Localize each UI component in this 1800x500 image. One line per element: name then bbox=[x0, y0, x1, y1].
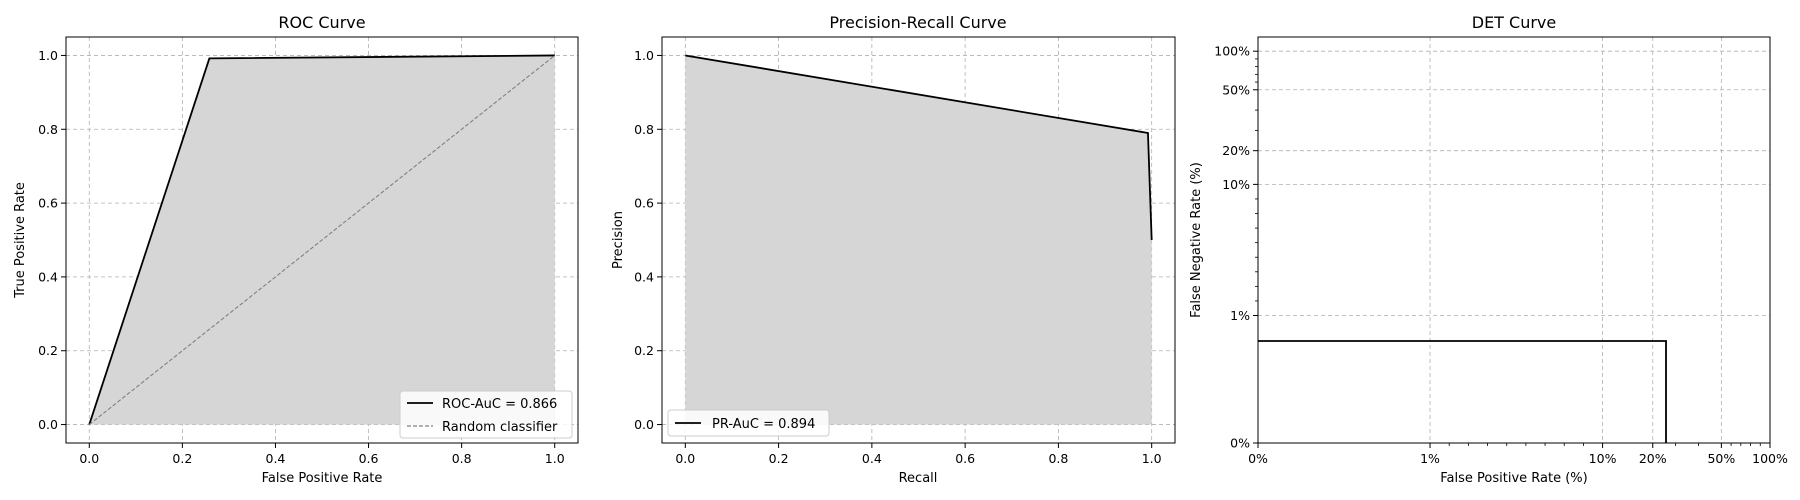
roc-xtick-label: 0.8 bbox=[452, 451, 472, 466]
roc-legend-label-auc: ROC-AuC = 0.866 bbox=[442, 397, 557, 412]
pr-xtick-label: 1.0 bbox=[1142, 451, 1162, 466]
roc-x-label: False Positive Rate bbox=[262, 471, 383, 486]
roc-legend-box bbox=[399, 390, 573, 439]
det-x-label: False Positive Rate (%) bbox=[1440, 471, 1587, 486]
pr-ytick-label: 1.0 bbox=[634, 48, 654, 63]
det-panel: DET Curve 0% 1% 10% 20% 50% 100% 0% 1% 10% 20% 50%… bbox=[1189, 13, 1788, 486]
pr-lines bbox=[685, 54, 1153, 241]
pr-axes-frame bbox=[661, 36, 1176, 444]
det-ytick-label: 0% bbox=[1230, 436, 1250, 451]
roc-xtick-label: 1.0 bbox=[545, 451, 565, 466]
pr-ticks: 0.0 0.2 0.4 0.6 0.8 1.0 0.0 0.2 0.4 0.6 0.8 1.0 bbox=[634, 48, 1162, 466]
pr-ytick-label: 0.0 bbox=[634, 417, 654, 432]
pr-y-label: Precision bbox=[611, 211, 626, 269]
pr-xtick-label: 0.8 bbox=[1048, 451, 1068, 466]
det-ytick-label: 1% bbox=[1230, 308, 1250, 323]
det-xtick-label: 100% bbox=[1752, 451, 1788, 466]
roc-legend-label-random: Random classifier bbox=[442, 420, 558, 435]
roc-ytick-label: 0.2 bbox=[38, 343, 58, 358]
pr-area-fill bbox=[685, 55, 1152, 425]
pr-xtick-label: 0.0 bbox=[675, 451, 695, 466]
roc-axes-frame bbox=[65, 36, 579, 444]
det-ticks: 0% 1% 10% 20% 50% 100% 0% 1% 10% 20% 50% 100% bbox=[1214, 44, 1788, 466]
det-lines bbox=[1258, 340, 1667, 443]
roc-series-line-1 bbox=[88, 55, 556, 425]
det-y-label: False Negative Rate (%) bbox=[1189, 162, 1204, 318]
det-title: DET Curve bbox=[1472, 13, 1557, 32]
det-ytick-label: 10% bbox=[1222, 177, 1250, 192]
pr-title: Precision-Recall Curve bbox=[829, 13, 1006, 32]
pr-panel: Precision-Recall Curve 0.0 0.2 0.4 0.6 0.8 1.… bbox=[611, 13, 1176, 486]
roc-xtick-label: 0.4 bbox=[266, 451, 286, 466]
det-series-line-0 bbox=[1258, 340, 1667, 443]
pr-ytick-label: 0.2 bbox=[634, 343, 654, 358]
det-xtick-label: 50% bbox=[1707, 451, 1735, 466]
pr-ytick-label: 0.6 bbox=[634, 196, 654, 211]
pr-xtick-label: 0.6 bbox=[955, 451, 975, 466]
det-ytick-label: 20% bbox=[1222, 143, 1250, 158]
det-axes-frame bbox=[1257, 36, 1771, 444]
roc-legend: ROC-AuC = 0.866 Random classifier bbox=[399, 390, 573, 439]
roc-title: ROC Curve bbox=[278, 13, 365, 32]
det-xtick-label: 0% bbox=[1248, 451, 1268, 466]
roc-ytick-label: 0.8 bbox=[38, 122, 58, 137]
roc-lines bbox=[88, 54, 556, 425]
roc-ytick-label: 0.0 bbox=[38, 417, 58, 432]
roc-xtick-label: 0.6 bbox=[359, 451, 379, 466]
pr-ytick-label: 0.8 bbox=[634, 122, 654, 137]
det-xtick-label: 1% bbox=[1420, 451, 1440, 466]
roc-ytick-label: 0.6 bbox=[38, 196, 58, 211]
roc-xtick-label: 0.0 bbox=[79, 451, 99, 466]
pr-area bbox=[685, 55, 1152, 425]
pr-xtick-label: 0.4 bbox=[862, 451, 882, 466]
pr-legend: PR-AuC = 0.894 bbox=[667, 409, 830, 437]
roc-ytick-label: 0.4 bbox=[38, 269, 58, 284]
pr-x-label: Recall bbox=[899, 471, 938, 486]
pr-xtick-label: 0.2 bbox=[769, 451, 789, 466]
det-ytick-label: 100% bbox=[1214, 44, 1250, 59]
roc-y-label: True Positive Rate bbox=[13, 182, 28, 299]
pr-legend-box bbox=[667, 409, 830, 437]
pr-ytick-label: 0.4 bbox=[634, 269, 654, 284]
det-ytick-label: 50% bbox=[1222, 82, 1250, 97]
roc-ticks: 0.0 0.2 0.4 0.6 0.8 1.0 0.0 0.2 0.4 0.6 0.8 1.0 bbox=[38, 48, 565, 466]
roc-ytick-label: 1.0 bbox=[38, 48, 58, 63]
roc-xtick-label: 0.2 bbox=[172, 451, 192, 466]
roc-series-line-0 bbox=[88, 54, 555, 425]
det-xtick-label: 20% bbox=[1639, 451, 1667, 466]
pr-series-line-0 bbox=[685, 54, 1153, 241]
roc-panel: ROC Curve 0.0 0.2 0.4 0.6 0.8 1.0 0.0 0.2 0.4 0.6… bbox=[13, 13, 579, 486]
det-xtick-label: 10% bbox=[1589, 451, 1617, 466]
pr-legend-label-auc: PR-AuC = 0.894 bbox=[712, 417, 815, 432]
